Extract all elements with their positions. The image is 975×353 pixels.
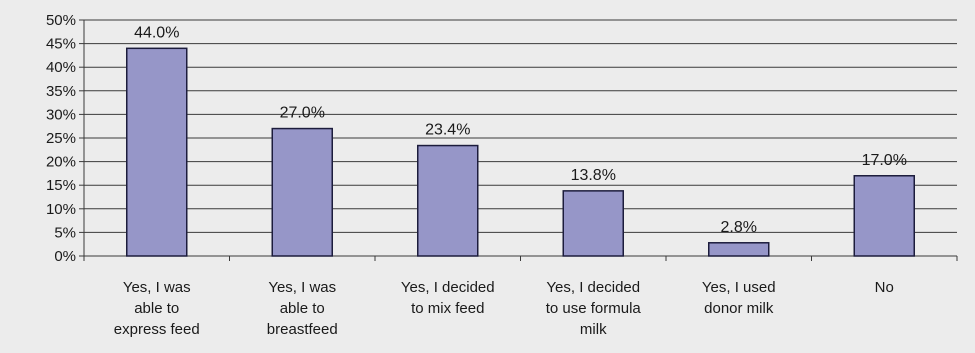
y-tick-label: 5%	[54, 224, 76, 241]
category-label-line: Yes, I decided	[401, 279, 495, 296]
bar	[126, 47, 188, 257]
y-tick-label: 30%	[46, 106, 76, 123]
y-tick-label: 40%	[46, 59, 76, 76]
y-tick-label: 50%	[46, 12, 76, 29]
category-label: No	[875, 279, 894, 296]
data-label: 17.0%	[862, 152, 907, 169]
category-label-line: Yes, I decided	[546, 279, 640, 296]
y-tick-label: 20%	[46, 154, 76, 171]
category-label-line: able to	[280, 300, 325, 317]
bar	[417, 144, 479, 257]
category-label: Yes, I used donor milk	[702, 279, 776, 317]
data-label: 13.8%	[571, 167, 616, 184]
category-label: Yes, I was able to express feed	[114, 279, 200, 338]
category-label-line: Yes, I was	[268, 279, 336, 296]
category-label-line: milk	[580, 321, 607, 338]
category-label: Yes, I decided to mix feed	[401, 279, 495, 317]
y-tick-label: 25%	[46, 130, 76, 147]
y-tick-label: 15%	[46, 177, 76, 194]
data-label: 27.0%	[280, 105, 325, 122]
gridlines	[84, 19, 957, 233]
category-label: Yes, I was able to breastfeed	[267, 279, 338, 338]
category-label-line: express feed	[114, 321, 200, 338]
category-label-line: Yes, I used	[702, 279, 776, 296]
axes	[79, 19, 958, 261]
category-label-line: to use formula	[546, 300, 642, 317]
data-label: 44.0%	[134, 24, 179, 41]
y-tick-label: 45%	[46, 36, 76, 53]
y-tick-labels: 0% 5% 10% 15% 20% 25% 30% 35% 40% 45% 50%	[46, 12, 76, 265]
bar	[708, 242, 770, 257]
category-labels: Yes, I was able to express feed Yes, I was a…	[114, 279, 894, 338]
data-label: 2.8%	[721, 219, 757, 236]
category-label-line: breastfeed	[267, 321, 338, 338]
category-label-line: Yes, I was	[123, 279, 191, 296]
bar	[271, 127, 333, 257]
data-labels: 44.0% 27.0% 23.4% 13.8% 2.8% 17.0%	[134, 24, 907, 235]
y-tick-label: 10%	[46, 201, 76, 218]
bar	[853, 175, 915, 257]
data-label: 23.4%	[425, 122, 470, 139]
category-label-line: able to	[134, 300, 179, 317]
y-tick-label: 0%	[54, 248, 76, 265]
category-label-line: to mix feed	[411, 300, 484, 317]
category-label-line: donor milk	[704, 300, 774, 317]
bar	[562, 190, 624, 257]
bars	[126, 47, 915, 257]
y-tick-label: 35%	[46, 83, 76, 100]
category-label: Yes, I decided to use formula milk	[546, 279, 642, 338]
category-label-line: No	[875, 279, 894, 296]
